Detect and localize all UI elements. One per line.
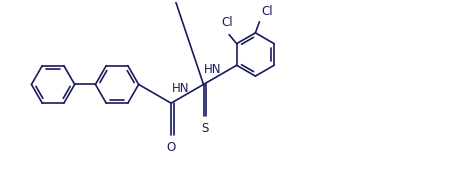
Text: HN: HN (172, 82, 189, 95)
Text: HN: HN (204, 63, 222, 76)
Text: S: S (201, 122, 208, 135)
Text: Cl: Cl (222, 16, 233, 29)
Text: Cl: Cl (261, 5, 273, 18)
Text: O: O (166, 141, 176, 154)
